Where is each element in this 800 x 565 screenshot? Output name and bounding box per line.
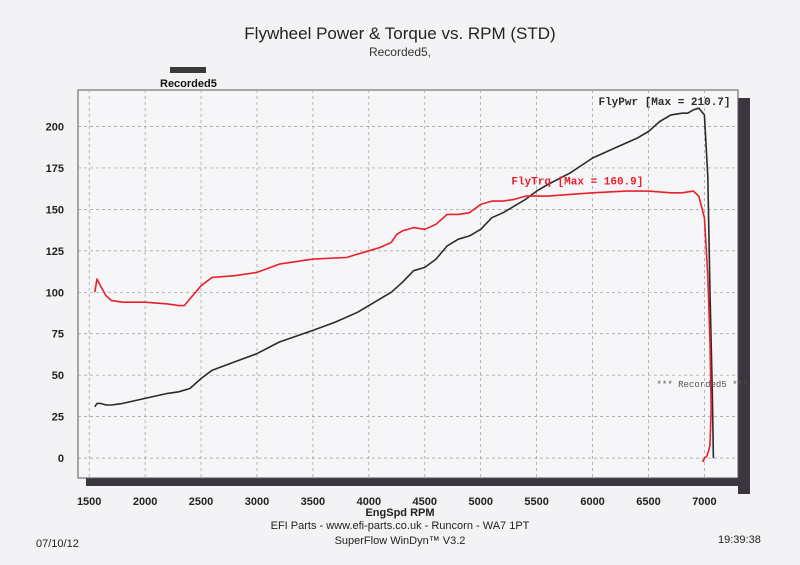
flypwr-label: FlyPwr [Max = 210.7] [598, 97, 730, 109]
x-tick-label: 5500 [524, 496, 548, 508]
legend-swatch [170, 67, 206, 73]
x-tick-label: 1500 [77, 496, 101, 508]
footer-time: 19:39:38 [718, 534, 761, 546]
x-tick-label: 6500 [636, 496, 660, 508]
recorded-annotation: *** Recorded5 *** [657, 380, 749, 390]
y-tick-label: 175 [46, 163, 64, 175]
y-tick-label: 25 [52, 412, 64, 424]
y-tick-label: 150 [46, 204, 64, 216]
x-tick-label: 7000 [692, 496, 716, 508]
x-tick-label: 5000 [468, 496, 492, 508]
x-tick-label: 3500 [301, 496, 325, 508]
footer-date: 07/10/12 [36, 538, 79, 550]
plot-shadow-bottom [86, 478, 750, 486]
x-tick-label: 3000 [245, 496, 269, 508]
flytrq-label: FlyTrq [Max = 160.9] [511, 177, 643, 189]
x-tick-label: 2000 [133, 496, 157, 508]
y-tick-label: 50 [52, 370, 64, 382]
chart-title: Flywheel Power & Torque vs. RPM (STD) [244, 24, 556, 43]
y-tick-label: 75 [52, 329, 64, 341]
flypwr-line [94, 107, 715, 459]
flytrq-line [94, 190, 713, 463]
x-tick-label: 4000 [357, 496, 381, 508]
footer-company: EFI Parts - www.efi-parts.co.uk - Runcor… [270, 520, 530, 532]
y-tick-label: 100 [46, 287, 64, 299]
footer-software: SuperFlow WinDyn™ V3.2 [334, 535, 466, 547]
y-tick-label: 200 [46, 121, 64, 133]
plot-shadow-right [738, 98, 750, 494]
x-tick-label: 2500 [189, 496, 213, 508]
legend-label: Recorded5 [160, 78, 217, 90]
chart-subtitle: Recorded5, [368, 45, 432, 59]
y-tick-label: 0 [58, 453, 64, 465]
plot-area [77, 89, 739, 479]
x-axis-title: EngSpd RPM [365, 507, 434, 519]
y-tick-label: 125 [46, 246, 64, 258]
x-tick-label: 4500 [413, 496, 437, 508]
x-tick-label: 6000 [580, 496, 604, 508]
